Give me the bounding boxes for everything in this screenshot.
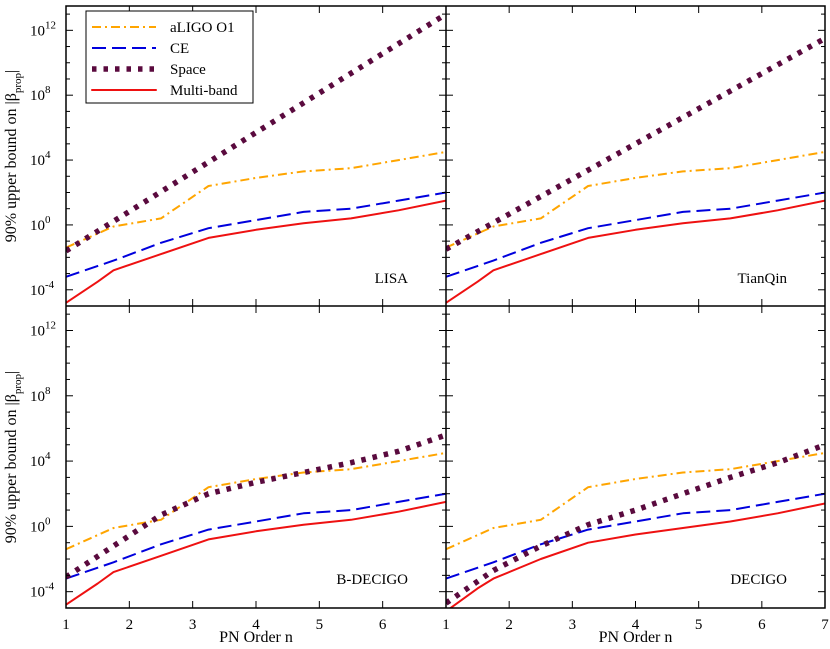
x-tick-label: 5 — [316, 617, 324, 633]
panel-label-decigo: DECIGO — [730, 572, 787, 588]
x-tick-label: 1 — [442, 617, 450, 633]
y-tick-label: 100 — [30, 214, 51, 234]
y-tick-label: 10-4 — [30, 581, 55, 601]
x-tick-label: 6 — [379, 617, 387, 633]
series-layer — [66, 11, 825, 608]
y-tick-label: 104 — [30, 149, 51, 169]
x-tick-label: 1 — [62, 617, 70, 633]
frame-layer — [65, 5, 826, 609]
series-multi-decigo — [448, 502, 825, 608]
x-tick-label: 3 — [569, 617, 577, 633]
y-tick-label: 108 — [30, 385, 51, 405]
x-axis-title: PN Order n — [219, 629, 293, 646]
x-tick-label: 3 — [189, 617, 197, 633]
panel-decigo-series — [446, 442, 825, 608]
y-axis-title: 90% upper bound on |βprop| — [3, 371, 24, 543]
panel-label-b-decigo: B-DECIGO — [336, 572, 408, 588]
series-multi-lisa — [66, 199, 446, 304]
series-space-tianqin — [446, 35, 825, 252]
series-ce-tianqin — [446, 191, 825, 278]
legend-label-multi: Multi-band — [170, 83, 238, 99]
legend-label-ce: CE — [170, 41, 189, 57]
y-tick-label: 10-4 — [30, 279, 55, 299]
x-tick-label: 7 — [821, 617, 829, 633]
legend-label-aligo: aLIGO O1 — [170, 20, 235, 36]
y-tick-label: 104 — [30, 450, 51, 470]
panel-b-decigo-series — [66, 432, 446, 606]
series-space-decigo — [446, 442, 825, 606]
x-tick-label: 2 — [126, 617, 134, 633]
x-axis-title: PN Order n — [599, 629, 673, 646]
x-tick-label: 5 — [695, 617, 703, 633]
series-aligo-b-decigo — [66, 451, 446, 551]
x-tick-label: 4 — [632, 617, 640, 633]
panel-tianqin-series — [446, 35, 825, 304]
x-tick-label: 2 — [505, 617, 513, 633]
panel-lisa-series — [66, 11, 446, 304]
series-aligo-lisa — [66, 150, 446, 249]
x-tick-label: 4 — [252, 617, 260, 633]
y-tick-label: 1012 — [30, 19, 56, 39]
series-ce-lisa — [66, 191, 446, 278]
panel-label-lisa: LISA — [375, 271, 409, 287]
y-tick-label: 100 — [30, 515, 51, 535]
series-space-b-decigo — [66, 432, 446, 580]
panel-label-tianqin: TianQin — [738, 271, 788, 287]
y-axis-title: 90% upper bound on |βprop| — [3, 70, 24, 242]
y-tick-label: 108 — [30, 84, 51, 104]
series-multi-b-decigo — [66, 500, 446, 606]
legend-label-space: Space — [170, 62, 206, 78]
series-multi-tianqin — [446, 199, 825, 304]
series-aligo-tianqin — [446, 150, 825, 249]
legend: aLIGO O1 CE Space Multi-band — [85, 10, 254, 104]
text-layer: LISA 10-4 100 104 108 1012 TianQin B-DECIGO 10-4… — [3, 19, 829, 646]
x-tick-label: 6 — [758, 617, 766, 633]
y-tick-label: 1012 — [30, 319, 56, 339]
series-ce-decigo — [446, 492, 825, 580]
series-ce-b-decigo — [66, 492, 446, 580]
